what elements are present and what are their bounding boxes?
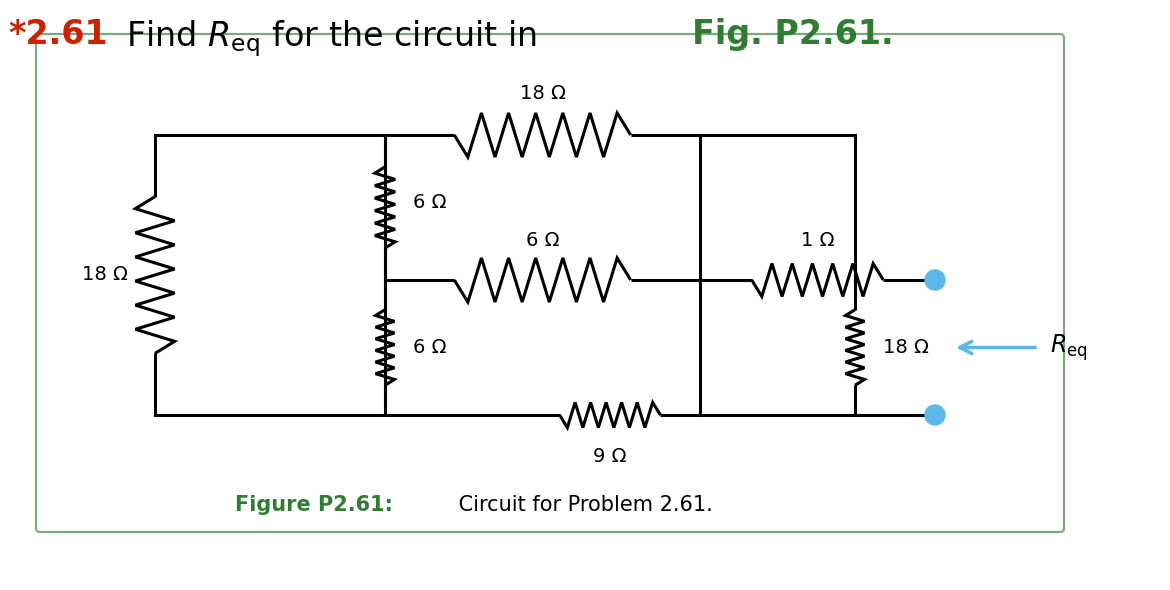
Text: 18 Ω: 18 Ω bbox=[82, 266, 128, 284]
Text: $R_{\rm eq}$: $R_{\rm eq}$ bbox=[1049, 332, 1088, 363]
Text: 18 Ω: 18 Ω bbox=[519, 84, 565, 103]
Circle shape bbox=[925, 405, 945, 425]
Text: 6 Ω: 6 Ω bbox=[525, 231, 559, 250]
Text: 18 Ω: 18 Ω bbox=[883, 338, 929, 357]
Text: 6 Ω: 6 Ω bbox=[413, 193, 447, 212]
FancyBboxPatch shape bbox=[36, 34, 1064, 532]
Text: 1 Ω: 1 Ω bbox=[800, 231, 834, 250]
Text: 9 Ω: 9 Ω bbox=[593, 447, 627, 466]
Circle shape bbox=[925, 270, 945, 290]
Text: Find $R_{\rm eq}$ for the circuit in: Find $R_{\rm eq}$ for the circuit in bbox=[105, 18, 539, 59]
Text: 6 Ω: 6 Ω bbox=[413, 338, 447, 357]
Text: Figure P2.61:: Figure P2.61: bbox=[235, 495, 393, 515]
Text: *2.61: *2.61 bbox=[8, 18, 108, 51]
Text: Fig. P2.61.: Fig. P2.61. bbox=[691, 18, 894, 51]
Text: Circuit for Problem 2.61.: Circuit for Problem 2.61. bbox=[452, 495, 713, 515]
